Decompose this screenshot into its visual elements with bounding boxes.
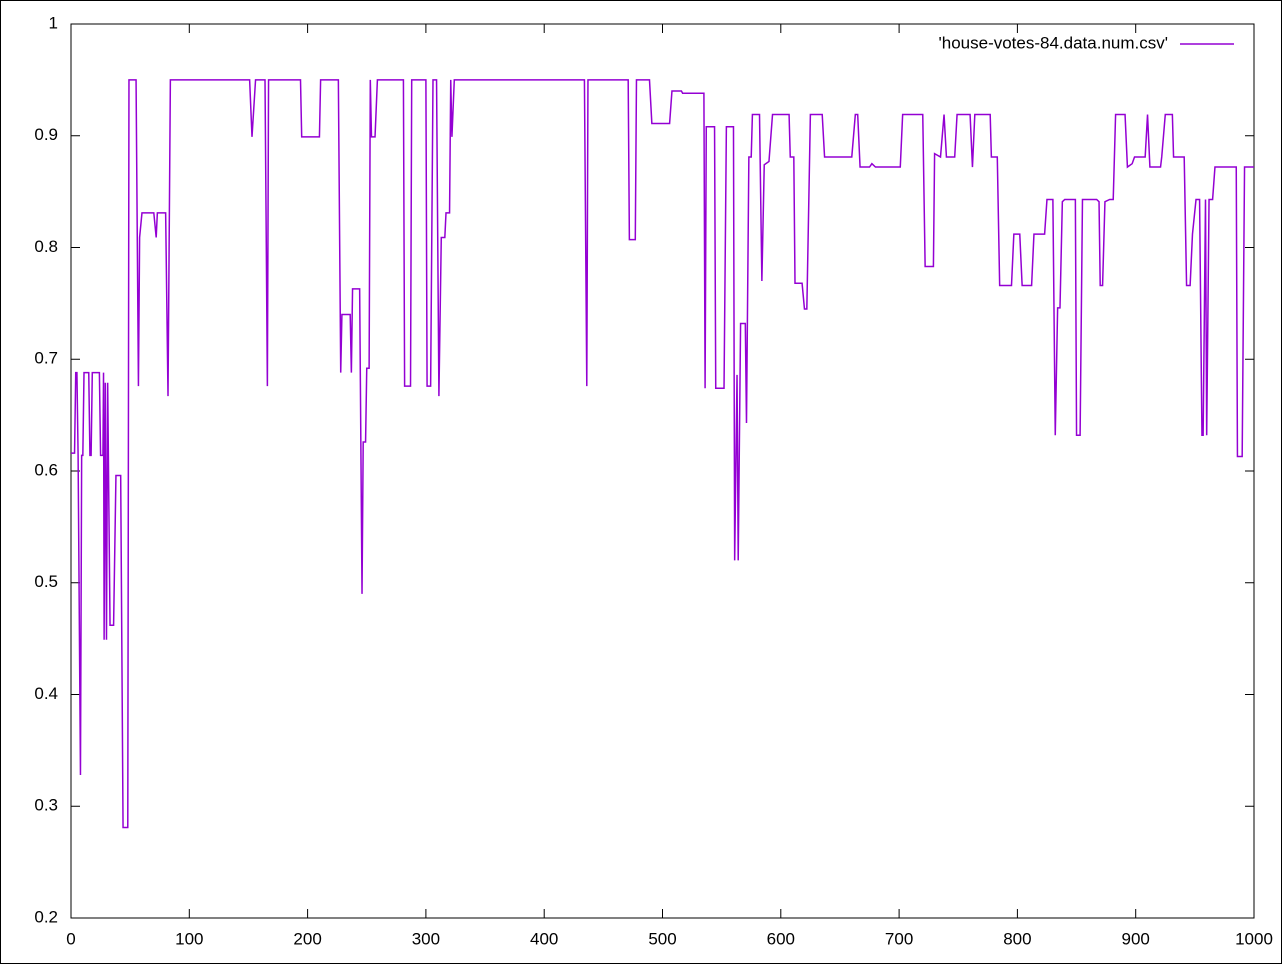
data-line [71,79,1254,829]
x-tick-label: 200 [293,929,321,948]
x-tick-label: 500 [648,929,676,948]
x-tick-label: 400 [530,929,558,948]
x-tick-label: 300 [412,929,440,948]
legend-label: 'house-votes-84.data.num.csv' [939,33,1169,52]
x-tick-label: 1000 [1235,929,1273,948]
x-tick-label: 900 [1122,929,1150,948]
y-tick-label: 0.7 [34,349,58,368]
x-tick-label: 700 [885,929,913,948]
x-tick-label: 0 [66,929,75,948]
y-tick-label: 0.5 [34,572,58,591]
y-tick-label: 0.4 [34,684,58,703]
y-tick-label: 0.2 [34,907,58,926]
x-tick-label: 800 [1003,929,1031,948]
y-tick-label: 1 [49,13,58,32]
y-tick-label: 0.6 [34,460,58,479]
x-tick-label: 100 [175,929,203,948]
x-tick-label: 600 [767,929,795,948]
y-tick-label: 0.3 [34,796,58,815]
y-tick-label: 0.8 [34,237,58,256]
y-tick-label: 0.9 [34,125,58,144]
